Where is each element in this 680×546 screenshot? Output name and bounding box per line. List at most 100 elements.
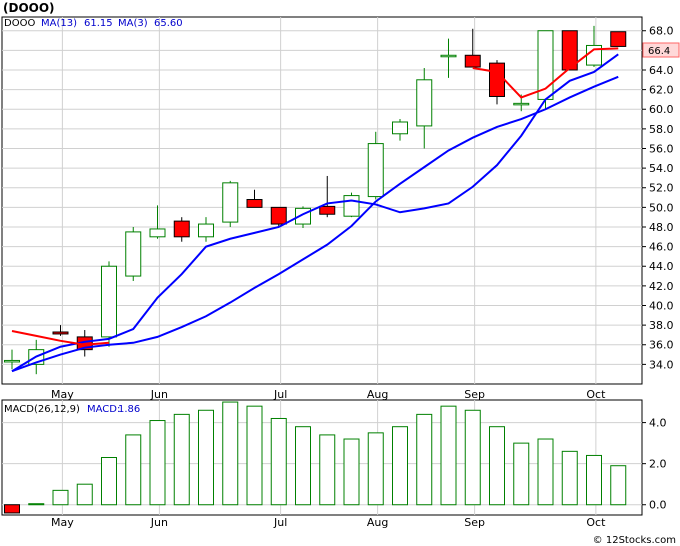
macd-bar bbox=[246, 405, 263, 506]
macd-bar bbox=[367, 432, 384, 506]
macd-x-tick-label: Aug bbox=[367, 516, 388, 529]
candle-body-up bbox=[4, 359, 20, 363]
macd-histogram bbox=[4, 401, 627, 514]
macd-bar bbox=[610, 465, 627, 506]
price-x-tick-label: Aug bbox=[367, 388, 388, 401]
candle-body-up bbox=[222, 182, 239, 223]
last-price-tag bbox=[642, 42, 680, 58]
price-y-tick-label: 58.0 bbox=[649, 123, 674, 136]
macd-bar bbox=[125, 434, 142, 506]
price-y-tick-label: 42.0 bbox=[649, 280, 674, 293]
price-y-tick-label: 56.0 bbox=[649, 142, 674, 155]
macd-bar bbox=[198, 409, 214, 506]
price-y-tick-label: 54.0 bbox=[649, 162, 674, 175]
candle-body-down bbox=[246, 199, 263, 208]
macd-bar bbox=[319, 434, 336, 506]
candle-body-down bbox=[561, 30, 578, 71]
macd-bar bbox=[537, 438, 554, 506]
candle-body-up bbox=[513, 102, 530, 106]
candle-body-down bbox=[610, 31, 627, 47]
macd-legend-macd-label: MACD: bbox=[87, 404, 120, 415]
macd-bar bbox=[270, 417, 287, 506]
candle-body-down bbox=[270, 206, 287, 225]
candle-body-up bbox=[416, 79, 433, 127]
candle-body-up bbox=[343, 195, 360, 217]
legend-ma13-value: 61.15 bbox=[84, 18, 113, 29]
macd-bar bbox=[28, 503, 45, 506]
macd-bar bbox=[561, 450, 578, 506]
price-y-tick-label: 34.0 bbox=[649, 358, 674, 371]
legend-ma3-label: MA(3) bbox=[118, 18, 148, 29]
macd-bar bbox=[513, 442, 530, 506]
price-x-axis: May Jun Jul Aug Sep Oct bbox=[51, 388, 606, 401]
macd-x-axis: May Jun Jul Aug Sep Oct bbox=[51, 516, 606, 529]
macd-bar bbox=[222, 401, 239, 506]
candle-body-down bbox=[173, 220, 190, 238]
candle-body-up bbox=[149, 228, 166, 238]
price-y-tick-label: 40.0 bbox=[649, 299, 674, 312]
price-x-tick-label: Jul bbox=[273, 388, 287, 401]
candle-body-down bbox=[319, 205, 336, 215]
last-price-value: 66.4 bbox=[648, 46, 670, 57]
macd-legend-macd-value: 1.86 bbox=[118, 404, 140, 415]
legend-ticker: DOOO bbox=[4, 18, 35, 29]
price-x-tick-label: Sep bbox=[464, 388, 485, 401]
macd-bar bbox=[173, 413, 190, 506]
macd-bar bbox=[295, 426, 311, 506]
macd-y-tick-label: 2.0 bbox=[649, 458, 667, 471]
macd-bar bbox=[392, 426, 408, 506]
macd-bar bbox=[440, 405, 457, 506]
candle-body-down bbox=[489, 62, 505, 97]
price-y-tick-label: 62.0 bbox=[649, 84, 674, 97]
candle-body-up bbox=[101, 265, 117, 338]
watermark: © 12Stocks.com bbox=[593, 535, 676, 546]
macd-x-tick-label: Jun bbox=[150, 516, 168, 529]
price-x-tick-label: May bbox=[51, 388, 74, 401]
macd-bar bbox=[489, 426, 505, 506]
macd-x-tick-label: May bbox=[51, 516, 74, 529]
price-x-tick-label: Oct bbox=[586, 388, 606, 401]
macd-y-tick-label: 4.0 bbox=[649, 417, 667, 430]
macd-x-tick-label: Sep bbox=[464, 516, 485, 529]
macd-bar bbox=[464, 409, 481, 506]
macd-x-tick-label: Oct bbox=[586, 516, 606, 529]
ma13-line bbox=[11, 75, 619, 373]
price-y-tick-label: 50.0 bbox=[649, 201, 674, 214]
candle-body-up bbox=[125, 231, 142, 277]
candle-body-up bbox=[392, 121, 408, 135]
price-y-tick-label: 48.0 bbox=[649, 221, 674, 234]
macd-bar-negative bbox=[4, 504, 20, 514]
ma3-line bbox=[11, 330, 110, 346]
macd-legend-label: MACD(26,12,9) bbox=[4, 404, 80, 415]
legend-ma3-value: 65.60 bbox=[154, 18, 183, 29]
candle-body-up bbox=[440, 54, 457, 58]
macd-bar bbox=[343, 438, 360, 506]
price-y-tick-label: 44.0 bbox=[649, 260, 674, 273]
candle-body-up bbox=[367, 143, 384, 198]
macd-bar bbox=[76, 483, 93, 506]
macd-y-axis: 0.0 2.0 4.0 bbox=[642, 417, 667, 512]
candle-body-down bbox=[464, 54, 481, 68]
ma3-line-recent bbox=[472, 47, 619, 99]
macd-bar bbox=[52, 489, 69, 506]
price-y-tick-label: 68.0 bbox=[649, 25, 674, 38]
macd-x-tick-label: Jul bbox=[273, 516, 287, 529]
candle-body-down bbox=[52, 331, 69, 335]
price-y-tick-label: 64.0 bbox=[649, 64, 674, 77]
chart-title: (DOOO) bbox=[3, 1, 55, 15]
price-x-tick-label: Jun bbox=[150, 388, 168, 401]
candle-body-up bbox=[198, 223, 214, 238]
ma-fast-line bbox=[11, 53, 619, 373]
macd-y-tick-label: 0.0 bbox=[649, 499, 667, 512]
price-y-tick-label: 52.0 bbox=[649, 182, 674, 195]
macd-bar bbox=[149, 420, 166, 506]
macd-bar bbox=[586, 454, 602, 506]
macd-bar bbox=[101, 457, 117, 506]
price-y-tick-label: 38.0 bbox=[649, 319, 674, 332]
price-y-tick-label: 36.0 bbox=[649, 339, 674, 352]
legend-ma13-label: MA(13) bbox=[41, 18, 77, 29]
price-y-tick-label: 46.0 bbox=[649, 241, 674, 254]
macd-bar bbox=[416, 413, 433, 506]
price-y-tick-label: 60.0 bbox=[649, 103, 674, 116]
